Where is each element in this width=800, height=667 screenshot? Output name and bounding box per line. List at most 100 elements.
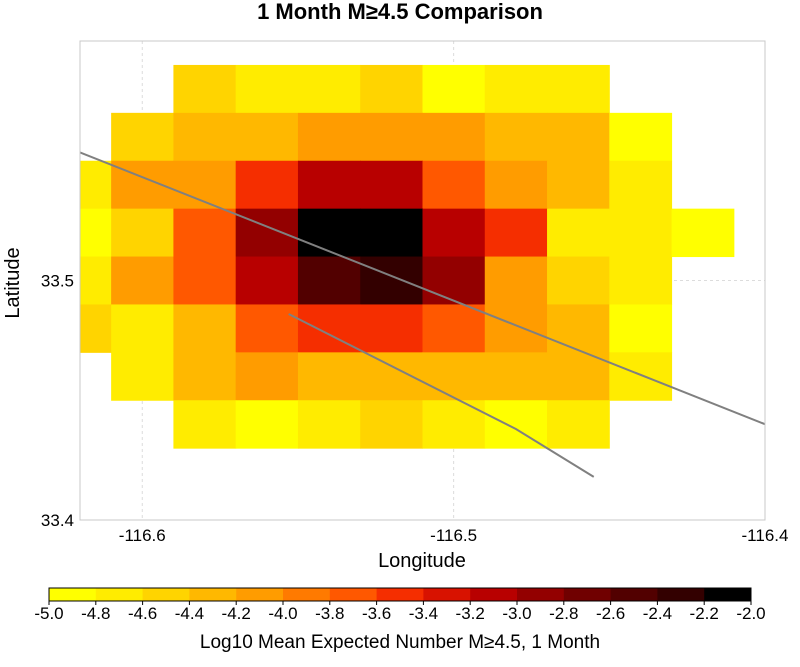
heatmap-cell (235, 400, 299, 449)
heatmap-cell (609, 208, 673, 258)
colorbar-swatch (236, 588, 284, 601)
plot-frame (79, 40, 766, 521)
y-tick-label: 33.4 (41, 511, 74, 530)
heatmap-cell (235, 64, 299, 114)
colorbar-tick-label: -2.4 (643, 604, 672, 623)
y-tick-labels: 33.4 33.5 (41, 272, 74, 531)
heatmap-cell (484, 208, 548, 258)
heatmap-cell (360, 112, 423, 162)
heatmap-cell (235, 256, 299, 305)
x-tick-label: -116.4 (742, 526, 789, 545)
colorbar-swatch (329, 588, 378, 601)
colorbar-tick-label: -2.8 (549, 604, 578, 623)
heatmap-cell (297, 160, 361, 210)
heatmap-cell (360, 400, 423, 449)
colorbar-swatch (610, 588, 658, 601)
heatmap-cell (235, 112, 299, 162)
heatmap-cell (173, 112, 237, 162)
colorbar-swatch (563, 588, 612, 601)
colorbar-tick-label: -3.0 (502, 604, 531, 623)
heatmap-cell (609, 304, 673, 353)
colorbar-swatch (376, 588, 424, 601)
heatmap-cell (422, 352, 486, 401)
heatmap-cell (235, 208, 299, 258)
heatmap-cell (360, 160, 423, 210)
colorbar-swatch (189, 588, 237, 601)
heatmap-cell (173, 400, 237, 449)
heatmap-cell (360, 304, 423, 353)
heatmap-cell (297, 112, 361, 162)
colorbar-tick-label: -4.0 (268, 604, 297, 623)
heatmap-cell (111, 304, 174, 353)
heatmap-cells (80, 64, 735, 449)
heatmap-cell (173, 208, 237, 258)
heatmap-cell (547, 160, 610, 210)
fault-trace-line (288, 313, 595, 478)
heatmap-cell (111, 352, 174, 401)
x-tick-label: -116.6 (119, 526, 166, 545)
x-tick-labels: -116.6 -116.5 -116.4 (119, 526, 789, 545)
heatmap-cell (547, 64, 610, 114)
colorbar-swatch (470, 588, 518, 601)
heatmap-cell (671, 208, 735, 258)
colorbar-tick-label: -2.2 (690, 604, 719, 623)
heatmap-cell (235, 352, 299, 401)
colorbar-tick-label: -4.2 (222, 604, 251, 623)
colorbar-swatch (423, 588, 471, 601)
y-tick-label: 33.5 (41, 272, 74, 291)
heatmap-cell (297, 64, 361, 114)
heatmap-cell (297, 256, 361, 305)
heatmap-cell (484, 64, 548, 114)
heatmap-cell (609, 160, 673, 210)
heatmap-cell (173, 64, 237, 114)
colorbar: -5.0 -4.8 -4.6 -4.4 -4.2 -4.0 -3.8 -3.6 -3.4 -3.2… (34, 587, 766, 623)
colorbar-tick-label: -2.0 (736, 604, 765, 623)
heatmap-cell (360, 208, 423, 258)
heatmap-cell (297, 400, 361, 449)
colorbar-swatch (49, 588, 97, 601)
heatmap-cell (547, 208, 610, 258)
colorbar-tick-label: -2.6 (596, 604, 625, 623)
heatmap-cell (422, 64, 486, 114)
fault-trace-line (80, 151, 765, 426)
heatmap-cell (80, 208, 112, 258)
heatmap-cell (484, 256, 548, 305)
y-axis-label: Latitude (2, 247, 24, 318)
heatmap-cell (173, 304, 237, 353)
heatmap-cell (235, 160, 299, 210)
heatmap-cell (547, 400, 610, 449)
colorbar-swatch (517, 588, 565, 601)
colorbar-label: Log10 Mean Expected Number M≥4.5, 1 Mont… (200, 632, 600, 653)
colorbar-tick-label: -4.8 (81, 604, 110, 623)
heatmap-cell (484, 112, 548, 162)
heatmap-cell (297, 352, 361, 401)
heatmap-cell (111, 208, 174, 258)
colorbar-frame (48, 587, 752, 602)
colorbar-tick-label: -4.4 (175, 604, 204, 623)
heatmap-cell (235, 304, 299, 353)
colorbar-tick-label: -5.0 (34, 604, 63, 623)
colorbar-swatch (657, 588, 705, 601)
colorbar-tick-label: -3.4 (409, 604, 438, 623)
heatmap-cell (422, 256, 486, 305)
colorbar-tick-label: -3.6 (362, 604, 391, 623)
heatmap-cell (173, 352, 237, 401)
heatmap-cell (422, 400, 486, 449)
chart-title: 1 Month M≥4.5 Comparison (257, 0, 543, 24)
colorbar-swatch (283, 588, 331, 601)
x-tick-label: -116.5 (430, 526, 477, 545)
heatmap-cell (609, 112, 673, 162)
heatmap-cell (297, 208, 361, 258)
heatmap-cell (422, 112, 486, 162)
colorbar-swatch (142, 588, 190, 601)
heatmap-cell (547, 256, 610, 305)
heatmap-cell (422, 160, 486, 210)
heatmap-cell (484, 160, 548, 210)
fault-traces (80, 151, 765, 478)
x-axis-label: Longitude (378, 550, 466, 572)
colorbar-tick-label: -3.2 (456, 604, 485, 623)
heatmap-cell (484, 400, 548, 449)
heatmap-cell (111, 112, 174, 162)
heatmap-cell (609, 256, 673, 305)
